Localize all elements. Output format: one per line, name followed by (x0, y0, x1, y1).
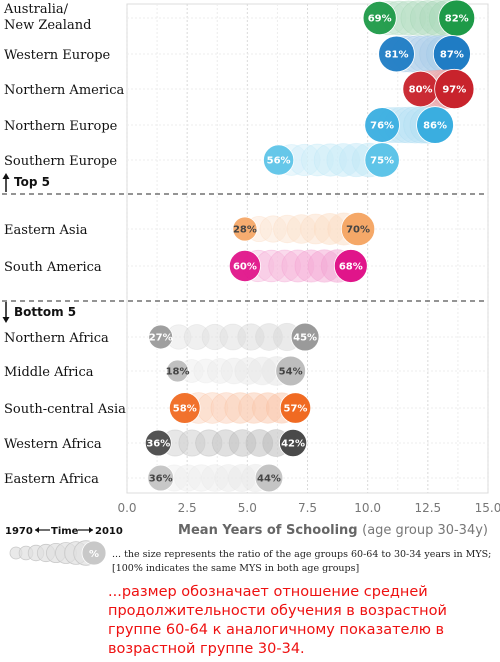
legend-arrowhead-left (35, 527, 39, 533)
russian-note: ...размер обозначает отношение средней п… (108, 584, 447, 657)
legend-arrowhead-right (89, 527, 93, 533)
legend: 1970 Time 2010 % ... the size represents… (5, 526, 491, 574)
bubble-2010 (364, 142, 400, 178)
bubble-label-2010: 97% (442, 85, 466, 96)
bubble-label-1970: 18% (166, 367, 190, 378)
legend-year-start: 1970 (5, 526, 33, 537)
bubble-2010 (340, 211, 376, 247)
bubble-label-2010: 57% (283, 404, 307, 415)
bubble-1970 (232, 216, 258, 242)
x-tick-label: 15.0 (475, 501, 500, 515)
group-label-bottom5: Bottom 5 (14, 305, 76, 319)
bubble-2010 (279, 428, 308, 458)
mys-bubble-chart: 69% 82% 81% 87% 80% 97% 76% 86% 56% 75% 28% 70% 60% 6… (2, 0, 500, 574)
bubble-label-2010: 82% (445, 14, 469, 25)
bubble-2010 (254, 463, 284, 493)
region-label: South America (4, 260, 102, 275)
legend-time-label: Time (51, 526, 79, 537)
bubble-label-1970: 27% (149, 333, 173, 344)
bubble-label-1970: 60% (233, 262, 257, 273)
bubble-series: 69% 82% 81% 87% 80% 97% 76% 86% 56% 75% 28% 70% 60% 6… (144, 0, 476, 493)
bubble-label-1970: 69% (368, 14, 392, 25)
bottom5-arrowhead (2, 317, 10, 323)
region-label: Australia/ (3, 2, 69, 17)
region-label: Northern Europe (4, 119, 118, 134)
region-label: Northern America (4, 83, 124, 98)
bubble-1970 (168, 392, 201, 424)
x-tick-label: 10.0 (354, 501, 381, 515)
bubble-1970 (263, 144, 295, 176)
region-label: Eastern Asia (4, 223, 88, 238)
legend-bubble-label: % (89, 549, 99, 560)
bubble-label-2010: 44% (257, 474, 281, 485)
bubble-1970 (228, 249, 261, 282)
bubble-label-1970: 58% (173, 404, 197, 415)
region-label: Southern Europe (4, 154, 117, 169)
region-label: Eastern Africa (4, 472, 99, 487)
x-tick-label: 5.0 (238, 501, 257, 515)
bubble-label-2010: 86% (423, 121, 447, 132)
region-label: South-central Asia (4, 402, 126, 417)
group-label-top5: Top 5 (14, 175, 50, 189)
bubble-label-2010: 42% (281, 439, 305, 450)
bubble-label-1970: 36% (146, 439, 170, 450)
x-tick-label: 7.5 (298, 501, 317, 515)
bubble-label-2010: 75% (370, 156, 394, 167)
bubble-1970 (166, 359, 189, 383)
bubble-label-1970: 56% (267, 156, 291, 167)
region-label: Western Europe (4, 48, 111, 63)
bubble-label-1970: 81% (385, 50, 409, 61)
bubble-2010 (279, 392, 312, 424)
x-tick-label: 0.0 (117, 501, 136, 515)
bubble-2010 (333, 249, 368, 283)
bubble-label-2010: 45% (293, 333, 317, 344)
bubble-label-1970: 80% (409, 85, 433, 96)
bubble-label-2010: 87% (440, 50, 464, 61)
bubble-2010 (434, 68, 475, 110)
region-label: Northern Africa (4, 331, 109, 346)
bubble-label-2010: 70% (346, 225, 370, 236)
bubble-2010 (275, 355, 306, 387)
top5-arrowhead (2, 173, 10, 179)
bubble-label-1970: 28% (233, 225, 257, 236)
legend-line-2: [100% indicates the same MYS in both age… (112, 563, 359, 574)
x-tick-label: 2.5 (178, 501, 197, 515)
x-axis-title-unit: (age group 30-34y) (362, 523, 488, 538)
bubble-1970 (378, 35, 415, 73)
bubble-1970 (362, 1, 397, 35)
region-labels: Australia/New Zealand Western Europe North… (2, 2, 126, 487)
bubble-label-2010: 54% (279, 367, 303, 378)
region-label: Middle Africa (4, 365, 94, 380)
bubble-1970 (147, 464, 175, 492)
region-label: Western Africa (4, 437, 102, 452)
x-axis: 0.0 2.5 5.0 7.5 10.0 12.5 15.0 Mean Years of Sc… (117, 501, 500, 538)
legend-bubble-end (81, 540, 107, 566)
legend-bubble-sample: % (9, 540, 107, 566)
x-tick-label: 12.5 (414, 501, 441, 515)
x-axis-title-main: Mean Years of Schooling (178, 523, 362, 538)
legend-line-1: ... the size represents the ratio of the… (112, 549, 491, 560)
bubble-1970 (148, 324, 174, 350)
x-axis-title: Mean Years of Schooling (age group 30-34… (178, 523, 488, 538)
region-label: New Zealand (4, 18, 91, 33)
bubble-2010 (416, 106, 454, 144)
bubble-label-2010: 68% (339, 262, 363, 273)
bubble-2010 (290, 322, 320, 352)
bubble-label-1970: 36% (149, 474, 173, 485)
bubble-1970 (144, 429, 172, 457)
bubble-label-1970: 76% (370, 121, 394, 132)
legend-year-end: 2010 (95, 526, 123, 537)
